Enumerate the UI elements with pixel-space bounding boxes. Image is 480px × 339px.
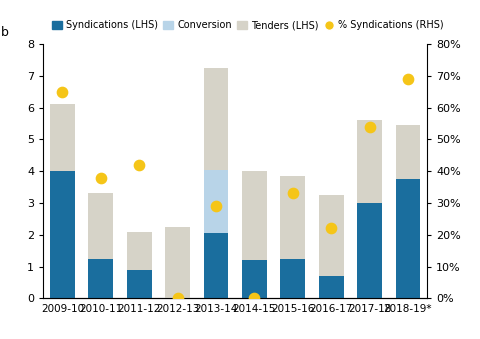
Bar bbox=[396, 125, 420, 179]
Bar bbox=[88, 259, 113, 298]
Point bbox=[59, 89, 66, 95]
Bar bbox=[242, 260, 267, 298]
Point bbox=[404, 76, 412, 82]
Bar bbox=[319, 276, 344, 298]
Point bbox=[135, 162, 143, 167]
Point bbox=[174, 296, 181, 301]
Bar bbox=[204, 68, 228, 170]
Point bbox=[251, 296, 258, 301]
Bar bbox=[280, 176, 305, 259]
Bar bbox=[357, 203, 382, 298]
Legend: Syndications (LHS), Conversion, Tenders (LHS), % Syndications (RHS): Syndications (LHS), Conversion, Tenders … bbox=[48, 16, 447, 34]
Bar bbox=[396, 179, 420, 298]
Bar bbox=[319, 195, 344, 276]
Bar bbox=[204, 233, 228, 298]
Bar bbox=[50, 104, 75, 171]
Point bbox=[212, 203, 220, 209]
Bar bbox=[127, 270, 152, 298]
Text: $b: $b bbox=[0, 26, 9, 39]
Point bbox=[327, 226, 335, 231]
Bar bbox=[280, 259, 305, 298]
Point bbox=[97, 175, 105, 180]
Bar bbox=[357, 120, 382, 203]
Point bbox=[289, 191, 297, 196]
Bar bbox=[88, 194, 113, 259]
Bar bbox=[204, 170, 228, 233]
Point bbox=[366, 124, 373, 129]
Bar bbox=[50, 171, 75, 298]
Bar bbox=[127, 232, 152, 270]
Bar bbox=[242, 171, 267, 260]
Bar bbox=[165, 227, 190, 298]
